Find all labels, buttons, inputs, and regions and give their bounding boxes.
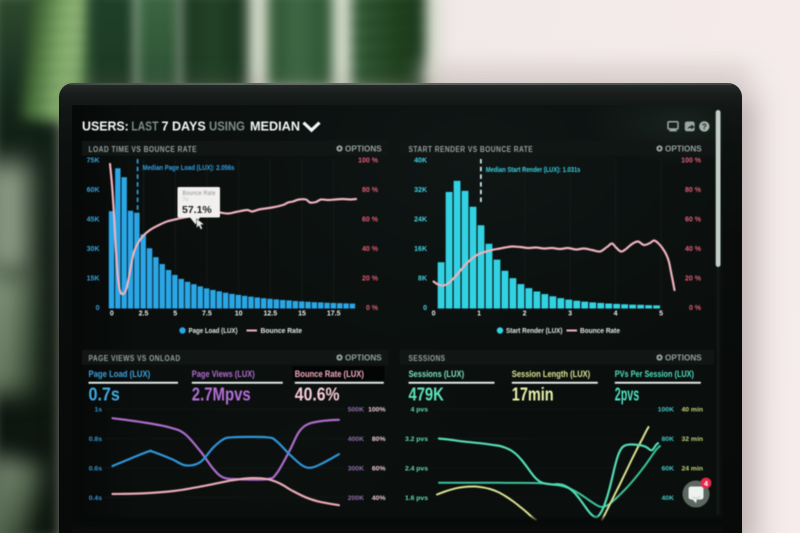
svg-text:2pvs: 2pvs [615, 384, 639, 404]
svg-text:7.5: 7.5 [202, 311, 212, 318]
svg-text:0.8s: 0.8s [89, 436, 102, 443]
svg-text:20 %: 20 % [362, 276, 379, 283]
svg-text:Page Load (LUX): Page Load (LUX) [189, 326, 239, 335]
svg-text:5: 5 [173, 311, 177, 318]
svg-text:32 min: 32 min [681, 436, 703, 443]
svg-text:24K: 24K [414, 217, 427, 224]
svg-text:0.6s: 0.6s [89, 465, 102, 472]
svg-text:SESSIONS: SESSIONS [409, 354, 446, 363]
svg-text:30K: 30K [87, 246, 100, 253]
svg-text:0 %: 0 % [689, 305, 702, 312]
svg-text:Page Load (LUX): Page Load (LUX) [89, 369, 151, 379]
svg-text:OPTIONS: OPTIONS [665, 145, 702, 154]
svg-text:8K: 8K [418, 276, 427, 283]
svg-text:0 %: 0 % [366, 305, 379, 312]
svg-text:1.6 pvs: 1.6 pvs [405, 495, 428, 502]
svg-text:1s: 1s [94, 406, 102, 413]
svg-text:57.1%: 57.1% [182, 204, 212, 216]
svg-text:Session Length (LUX): Session Length (LUX) [512, 369, 590, 379]
svg-text:2.5: 2.5 [139, 311, 149, 318]
svg-text:0.7s: 0.7s [89, 384, 120, 404]
svg-text:USERS:: USERS: [82, 119, 129, 134]
svg-text:45K: 45K [87, 217, 100, 224]
svg-text:0: 0 [432, 311, 436, 318]
svg-text:15: 15 [298, 311, 306, 318]
svg-text:5: 5 [659, 311, 663, 318]
svg-text:0: 0 [110, 311, 114, 318]
svg-text:4: 4 [614, 311, 618, 318]
svg-text:7 DAYS: 7 DAYS [162, 119, 206, 134]
svg-text:Bounce Rate: Bounce Rate [183, 191, 216, 197]
svg-text:2.7Mpvs: 2.7Mpvs [192, 384, 251, 404]
svg-text:Median Page Load (LUX): 2.056s: Median Page Load (LUX): 2.056s [143, 163, 235, 172]
svg-text:PVs Per Session (LUX): PVs Per Session (LUX) [615, 369, 694, 379]
svg-text:40%: 40% [372, 495, 386, 502]
svg-text:80K: 80K [662, 436, 675, 443]
svg-text:479K: 479K [409, 384, 444, 404]
svg-text:60 %: 60 % [362, 217, 379, 224]
svg-text:100K: 100K [658, 406, 674, 413]
svg-text:20 %: 20 % [685, 276, 702, 283]
svg-text:4: 4 [704, 479, 709, 488]
svg-text:17min: 17min [512, 384, 554, 404]
svg-text:LOAD TIME VS BOUNCE RATE: LOAD TIME VS BOUNCE RATE [89, 145, 198, 154]
svg-text:40 min: 40 min [681, 406, 703, 413]
svg-text:60 %: 60 % [685, 217, 702, 224]
svg-text:60K: 60K [662, 465, 675, 472]
svg-text:0.4s: 0.4s [89, 495, 102, 502]
svg-text:START RENDER VS BOUNCE RATE: START RENDER VS BOUNCE RATE [409, 145, 534, 154]
svg-text:MEDIAN: MEDIAN [250, 119, 300, 134]
svg-text:4 pvs: 4 pvs [411, 406, 429, 413]
svg-text:60K: 60K [87, 187, 100, 194]
svg-text:10: 10 [235, 311, 243, 318]
svg-text:Median Start Render (LUX): 1.0: Median Start Render (LUX): 1.031s [486, 165, 581, 174]
svg-text:3: 3 [568, 311, 572, 318]
svg-text:OPTIONS: OPTIONS [345, 354, 382, 363]
svg-text:100 %: 100 % [681, 158, 702, 165]
svg-text:0: 0 [96, 305, 100, 312]
svg-text:2: 2 [523, 311, 527, 318]
svg-text:1: 1 [477, 311, 481, 318]
svg-text:16K: 16K [414, 246, 427, 253]
svg-text:Start Render (LUX): Start Render (LUX) [506, 326, 563, 335]
svg-text:0: 0 [423, 305, 427, 312]
svg-text:40K: 40K [662, 495, 675, 502]
svg-text:400K: 400K [348, 436, 364, 443]
svg-text:80 %: 80 % [362, 187, 379, 194]
svg-text:24 min: 24 min [681, 465, 703, 472]
svg-text:Page Views (LUX): Page Views (LUX) [192, 369, 255, 379]
svg-text:LAST: LAST [131, 119, 158, 134]
svg-text:200K: 200K [348, 495, 364, 502]
svg-text:Sessions (LUX): Sessions (LUX) [409, 369, 465, 379]
svg-text:40.6%: 40.6% [295, 384, 340, 404]
svg-text:2.4 pvs: 2.4 pvs [405, 465, 428, 472]
svg-text:7s: 7s [183, 197, 189, 203]
svg-text:75K: 75K [87, 158, 100, 165]
svg-text:OPTIONS: OPTIONS [665, 354, 702, 363]
svg-text:500K: 500K [348, 406, 364, 413]
svg-text:40 %: 40 % [685, 246, 702, 253]
svg-text:100%: 100% [368, 406, 385, 413]
svg-text:3.2 pvs: 3.2 pvs [405, 436, 428, 443]
svg-text:PAGE VIEWS VS ONLOAD: PAGE VIEWS VS ONLOAD [89, 354, 181, 363]
svg-text:300K: 300K [348, 465, 364, 472]
svg-text:Bounce Rate (LUX): Bounce Rate (LUX) [295, 369, 364, 379]
svg-text:USING: USING [209, 119, 245, 134]
svg-text:Bounce Rate: Bounce Rate [580, 326, 620, 335]
svg-text:40 %: 40 % [362, 246, 379, 253]
svg-text:12.5: 12.5 [263, 311, 277, 318]
svg-text:60%: 60% [372, 465, 386, 472]
svg-text:100 %: 100 % [358, 158, 379, 165]
svg-text:OPTIONS: OPTIONS [345, 145, 382, 154]
svg-text:80 %: 80 % [685, 187, 702, 194]
svg-text:17.5: 17.5 [327, 311, 341, 318]
svg-text:80%: 80% [372, 436, 386, 443]
svg-text:40K: 40K [414, 158, 427, 165]
svg-text:Bounce Rate: Bounce Rate [261, 326, 303, 335]
svg-text:32K: 32K [414, 187, 427, 194]
svg-text:15K: 15K [87, 276, 100, 283]
